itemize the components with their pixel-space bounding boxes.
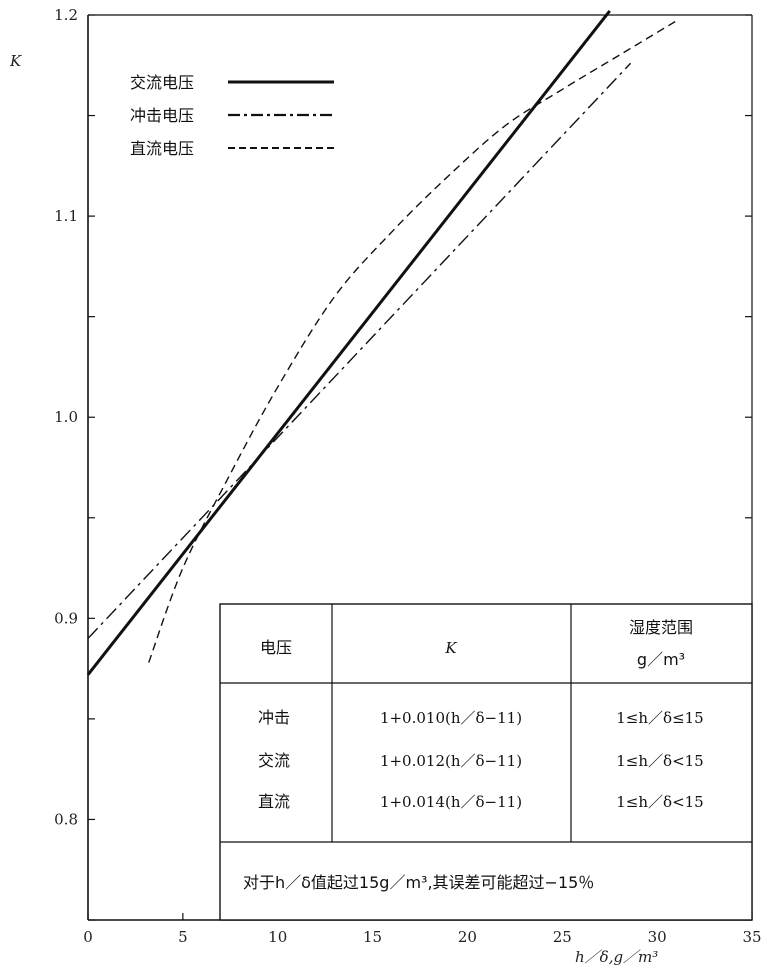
ticks: 0 5 10 15 20 25 30 35 0.8 0.9 1.0 1.1 1.2: [54, 6, 761, 946]
x-axis-label: h／δ,g／m³: [575, 948, 658, 966]
x-tick-label: 20: [458, 928, 477, 946]
table-header-k: K: [444, 639, 457, 657]
table-row-3-voltage: 直流: [258, 792, 290, 811]
series-line-2: [148, 20, 677, 663]
table-note: 对于h／δ值起过15g／m³,其误差可能超过−15％: [243, 873, 594, 892]
y-tick-label: 1.0: [54, 408, 78, 426]
table-row-3-range: 1≤h／δ<15: [616, 793, 703, 811]
table-row-2-range: 1≤h／δ<15: [616, 752, 703, 770]
y-tick-label: 0.9: [54, 609, 78, 627]
legend-label-impulse: 冲击电压: [130, 106, 194, 125]
table-box: [219, 603, 753, 921]
x-tick-label: 0: [83, 928, 93, 946]
table-row-1-formula: 1+0.010(h／δ−11): [380, 709, 522, 727]
x-tick-label: 30: [648, 928, 667, 946]
y-tick-label: 1.2: [54, 6, 78, 24]
series-line-0: [86, 10, 611, 676]
table-row-1-range: 1≤h／δ≤15: [616, 709, 703, 727]
x-tick-label: 35: [742, 928, 761, 946]
y-tick-label: 0.8: [54, 810, 78, 828]
legend-label-dc: 直流电压: [130, 139, 194, 158]
table-header-voltage: 电压: [260, 638, 292, 657]
x-tick-label: 25: [553, 928, 572, 946]
x-tick-label: 10: [268, 928, 287, 946]
y-tick-label: 1.1: [54, 207, 78, 225]
table-row-3-formula: 1+0.014(h／δ−11): [380, 793, 522, 811]
formula-table: 电压 K 湿度范围 g／m³ 冲击 1+0.010(h／δ−11) 1≤h／δ≤…: [219, 603, 753, 921]
x-tick-label: 5: [178, 928, 188, 946]
y-axis-label: K: [9, 52, 22, 70]
table-header-unit: g／m³: [637, 650, 685, 669]
table-row-2-formula: 1+0.012(h／δ−11): [380, 752, 522, 770]
x-tick-label: 15: [363, 928, 382, 946]
table-row-2-voltage: 交流: [258, 751, 290, 770]
legend: 交流电压 冲击电压 直流电压: [130, 73, 334, 158]
series-layer: [86, 10, 677, 676]
table-header-humidity: 湿度范围: [629, 618, 693, 637]
series-line-1: [87, 62, 632, 639]
legend-label-ac: 交流电压: [130, 73, 194, 92]
table-row-1-voltage: 冲击: [258, 708, 290, 727]
